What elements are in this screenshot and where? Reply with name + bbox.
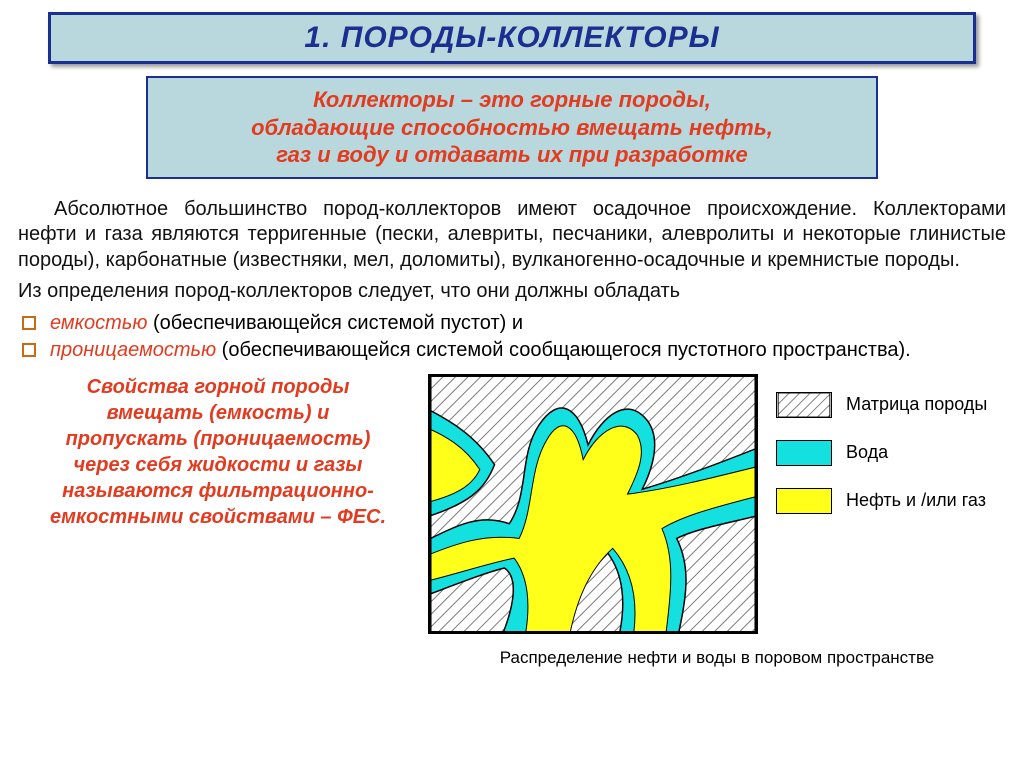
- bullet-permeability: проницаемостью (обеспечивающейся системо…: [22, 338, 1006, 364]
- bullet-em: проницаемостью: [50, 339, 216, 361]
- def-line-3: газ и воду и отдавать их при разработке: [276, 142, 748, 167]
- bullet-rest: (обеспечивающейся системой пустот) и: [147, 312, 523, 334]
- fes-l2: вмещать (емкость) и: [107, 402, 330, 424]
- bullet-em: емкостью: [50, 312, 147, 334]
- diagram-wrap: Матрица породы Вода Нефть и /или газ: [428, 374, 1006, 634]
- legend-water-label: Вода: [846, 443, 888, 463]
- title-box: 1. ПОРОДЫ-КОЛЛЕКТОРЫ: [48, 12, 977, 64]
- legend-matrix: Матрица породы: [776, 392, 987, 418]
- bullet-permeability-text: проницаемостью (обеспечивающейся системо…: [50, 338, 1006, 364]
- page-title: 1. ПОРОДЫ-КОЛЛЕКТОРЫ: [71, 21, 954, 55]
- legend: Матрица породы Вода Нефть и /или газ: [776, 374, 987, 536]
- fes-column: Свойства горной породы вмещать (емкость)…: [18, 374, 428, 668]
- bullet-capacity-text: емкостью (обеспечивающейся системой пуст…: [50, 311, 1006, 337]
- paragraph-2: Из определения пород-коллекторов следует…: [18, 279, 1006, 305]
- lower-row: Свойства горной породы вмещать (емкость)…: [18, 374, 1006, 668]
- swatch-water: [776, 440, 832, 466]
- legend-water: Вода: [776, 440, 987, 466]
- def-line-2: обладающие способностью вмещать нефть,: [251, 115, 773, 140]
- bullet-icon: [22, 316, 36, 330]
- bullet-capacity: емкостью (обеспечивающейся системой пуст…: [22, 311, 1006, 337]
- paragraph-1: Абсолютное большинство пород-коллекторов…: [18, 197, 1006, 274]
- definition-box: Коллекторы – это горные породы, обладающ…: [146, 76, 877, 179]
- paragraph-1-text: Абсолютное большинство пород-коллекторов…: [18, 198, 1006, 271]
- fes-l6: емкостными свойствами – ФЕС.: [50, 506, 386, 528]
- diagram-caption: Распределение нефти и воды в поровом про…: [428, 648, 1006, 668]
- pore-diagram: [428, 374, 758, 634]
- fes-l3: пропускать (проницаемость): [66, 428, 371, 450]
- fes-l1: Свойства горной породы: [87, 376, 350, 398]
- bullet-icon: [22, 343, 36, 357]
- fes-l4: через себя жидкости и газы: [73, 454, 362, 476]
- legend-matrix-label: Матрица породы: [846, 395, 987, 415]
- fes-text: Свойства горной породы вмещать (емкость)…: [18, 374, 418, 530]
- diagram-column: Матрица породы Вода Нефть и /или газ Рас…: [428, 374, 1006, 668]
- swatch-oilgas: [776, 488, 832, 514]
- swatch-matrix: [776, 392, 832, 418]
- bullet-rest: (обеспечивающейся системой сообщающегося…: [216, 339, 911, 361]
- def-line-1: Коллекторы – это горные породы,: [313, 87, 711, 112]
- fes-l5: называются фильтрационно-: [62, 480, 374, 502]
- legend-oilgas-label: Нефть и /или газ: [846, 491, 986, 511]
- legend-oilgas: Нефть и /или газ: [776, 488, 987, 514]
